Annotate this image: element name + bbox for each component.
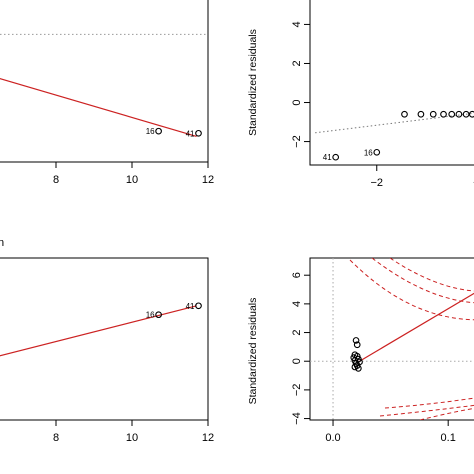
y-axis-title: Standardized residuals: [247, 29, 259, 136]
data-point: [373, 148, 381, 156]
data-point: [195, 129, 202, 137]
y-tick-label: 2: [291, 60, 303, 66]
point-label: 16: [146, 311, 155, 320]
plot-area: 41 16: [315, 110, 474, 162]
data-point: [429, 110, 437, 118]
y-tick-label: 6: [291, 272, 303, 278]
plot-frame: [0, 257, 209, 421]
data-point: [351, 363, 359, 371]
smoother-line: [0, 77, 197, 138]
x-tick-label: 10: [126, 174, 138, 186]
x-tick-label: 0.0: [325, 432, 340, 444]
y-axis-title: Standardized residuals: [247, 298, 259, 405]
data-point: [155, 127, 162, 135]
x-tick-label: 10: [126, 432, 138, 444]
cooks-distance-contour: [389, 258, 474, 292]
y-tick-label: −2: [291, 384, 303, 397]
data-point: [355, 365, 362, 372]
y-tick-label: −2: [291, 135, 303, 148]
x-tick-label: 8: [53, 432, 59, 444]
smoother-line: [0, 305, 197, 357]
cooks-distance-contour: [384, 397, 474, 409]
x-tick-label: 0.1: [441, 432, 456, 444]
point-label: 41: [186, 129, 195, 138]
data-point: [401, 110, 408, 118]
x-tick-label: 12: [202, 432, 214, 444]
data-point: [155, 311, 162, 319]
plot-frame: [0, 0, 209, 163]
panel-bottom-right: 0.0 0.1 −4 −2 0 2 4 6 Standardized residuals: [247, 257, 474, 444]
y-tick-label: 4: [291, 21, 303, 27]
x-tick-label: 8: [53, 174, 59, 186]
x-tick-label: 12: [202, 174, 214, 186]
point-label: 41: [186, 302, 195, 311]
data-point: [195, 302, 202, 310]
data-point: [352, 337, 360, 344]
plot-area: [310, 258, 474, 420]
data-point: [332, 153, 340, 161]
data-point: [448, 110, 456, 118]
cooks-distance-contour: [349, 259, 474, 321]
plot-frame: [309, 0, 474, 166]
plot-frame: [309, 257, 474, 421]
data-point: [462, 110, 470, 118]
y-tick-label: 2: [291, 329, 303, 335]
cooks-distance-contour: [371, 258, 474, 304]
cooks-distance-contour: [419, 407, 474, 420]
smoother-line: [359, 292, 474, 362]
data-point: [440, 110, 447, 118]
y-tick-label: 4: [291, 301, 303, 307]
data-point: [417, 110, 425, 118]
point-label: 41: [323, 153, 332, 162]
y-tick-label: −4: [291, 412, 303, 425]
y-tick-label: 0: [291, 358, 303, 364]
qq-reference-line: [315, 112, 474, 134]
point-label: 16: [146, 127, 155, 136]
point-label: 16: [364, 148, 373, 157]
data-point: [455, 110, 463, 118]
data-point: [468, 110, 474, 118]
data-point: [353, 341, 361, 349]
panel-title-fragment: n: [0, 237, 4, 249]
y-tick-label: 0: [291, 99, 303, 105]
x-tick-label: −2: [370, 177, 383, 189]
